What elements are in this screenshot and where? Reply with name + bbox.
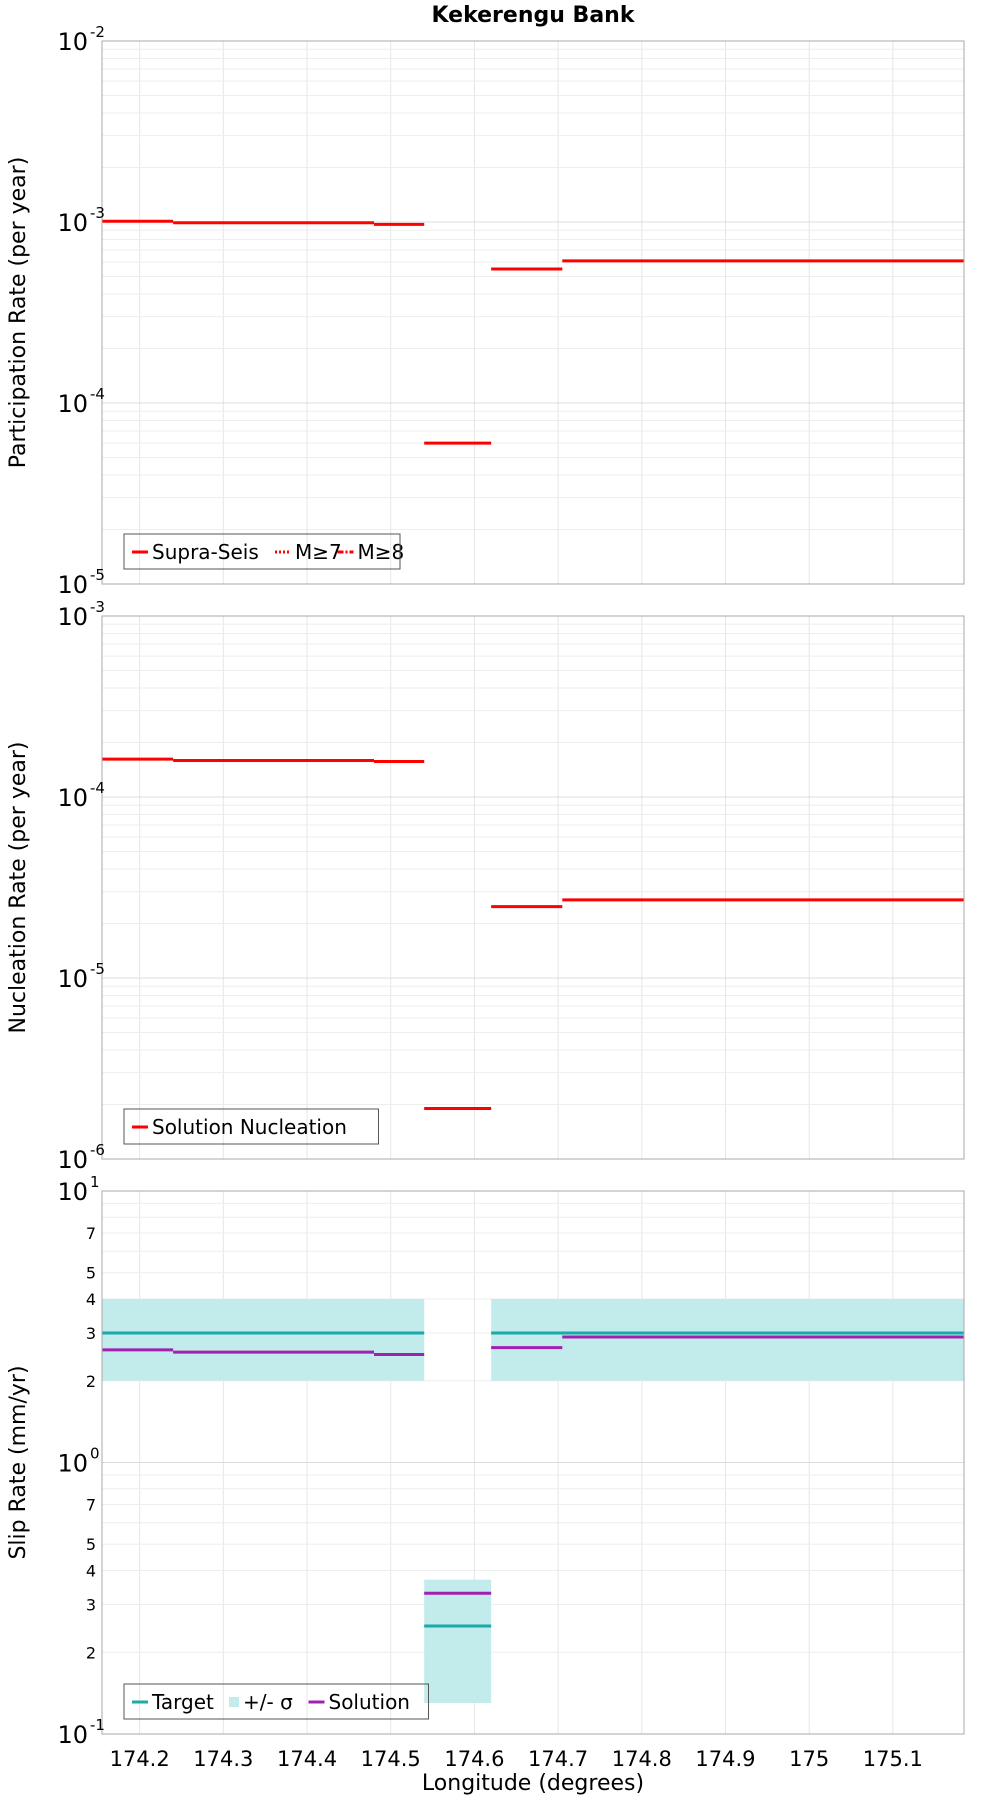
y-tick-label: 10 xyxy=(57,784,88,812)
legend-label: M≥8 xyxy=(358,540,405,564)
plot-frame xyxy=(101,615,965,1160)
x-tick-label: 174.7 xyxy=(528,1747,588,1771)
y-minor-tick-label: 2 xyxy=(86,1643,96,1662)
y-tick-exponent: -3 xyxy=(90,598,105,616)
x-axis-label: Longitude (degrees) xyxy=(422,1771,644,1796)
legend-box xyxy=(123,1683,429,1720)
y-tick-label: 10 xyxy=(57,1146,88,1174)
y-minor-tick-label: 4 xyxy=(86,1562,96,1581)
x-tick-label: 174.3 xyxy=(193,1747,253,1771)
legend: Solution Nucleation xyxy=(123,1108,379,1145)
x-tick-label: 174.5 xyxy=(361,1747,421,1771)
y-tick-exponent: -3 xyxy=(90,204,105,222)
y-axis-label: Participation Rate (per year) xyxy=(6,157,31,469)
y-minor-tick-label: 3 xyxy=(86,1595,96,1614)
y-minor-tick-label: 7 xyxy=(86,1224,96,1243)
legend: Target +/- σ Solution xyxy=(123,1683,429,1720)
legend-swatch xyxy=(229,1697,239,1707)
y-minor-tick-label: 4 xyxy=(86,1290,96,1309)
x-tick-label: 174.8 xyxy=(612,1747,672,1771)
uncertainty-band xyxy=(424,1579,492,1704)
y-tick-label: 10 xyxy=(57,390,88,418)
y-tick-label: 10 xyxy=(57,571,88,599)
legend-box xyxy=(123,1108,379,1145)
y-tick-label: 10 xyxy=(57,209,88,237)
chart-title: Kekerengu Bank xyxy=(432,3,636,28)
y-axis-label: Nucleation Rate (per year) xyxy=(6,742,31,1034)
y-tick-label: 10 xyxy=(57,28,88,56)
y-tick-exponent: -5 xyxy=(90,960,105,978)
y-tick-exponent: -5 xyxy=(90,566,105,584)
y-tick-exponent: -4 xyxy=(90,385,105,403)
uncertainty-band xyxy=(102,1299,425,1381)
legend-label: +/- σ xyxy=(243,1690,293,1714)
legend-box xyxy=(123,533,401,570)
y-tick-exponent: -4 xyxy=(90,779,105,797)
y-minor-tick-label: 2 xyxy=(86,1372,96,1391)
y-axis-label: Slip Rate (mm/yr) xyxy=(6,1365,31,1559)
x-tick-label: 174.2 xyxy=(110,1747,170,1771)
y-tick-exponent: 1 xyxy=(90,1173,100,1191)
legend: Supra-Seis M≥7 M≥8 xyxy=(123,533,405,570)
y-tick-label: 10 xyxy=(57,1721,88,1749)
x-tick-label: 174.6 xyxy=(444,1747,504,1771)
x-tick-label: 174.4 xyxy=(277,1747,337,1771)
legend-label: Solution xyxy=(329,1690,410,1714)
legend-label: Target xyxy=(151,1690,214,1714)
legend-label: Solution Nucleation xyxy=(152,1115,347,1139)
y-minor-tick-label: 5 xyxy=(86,1264,96,1283)
plot-frame xyxy=(101,1190,965,1735)
y-minor-tick-label: 5 xyxy=(86,1535,96,1554)
y-tick-label: 10 xyxy=(57,1450,88,1478)
x-tick-label: 175.1 xyxy=(863,1747,923,1771)
y-tick-exponent: -2 xyxy=(90,23,105,41)
y-tick-exponent: -1 xyxy=(90,1716,105,1734)
y-minor-tick-label: 3 xyxy=(86,1324,96,1343)
y-tick-exponent: 0 xyxy=(90,1445,100,1463)
x-tick-label: 175 xyxy=(789,1747,829,1771)
x-tick-label: 174.9 xyxy=(695,1747,755,1771)
uncertainty-band xyxy=(491,1299,964,1381)
legend-label: M≥7 xyxy=(295,540,342,564)
y-minor-tick-label: 7 xyxy=(86,1496,96,1515)
legend-label: Supra-Seis xyxy=(152,540,259,564)
plot-frame xyxy=(101,40,965,585)
y-tick-label: 10 xyxy=(57,603,88,631)
y-tick-label: 10 xyxy=(57,965,88,993)
y-tick-label: 10 xyxy=(57,1178,88,1206)
y-tick-exponent: -6 xyxy=(90,1141,105,1159)
